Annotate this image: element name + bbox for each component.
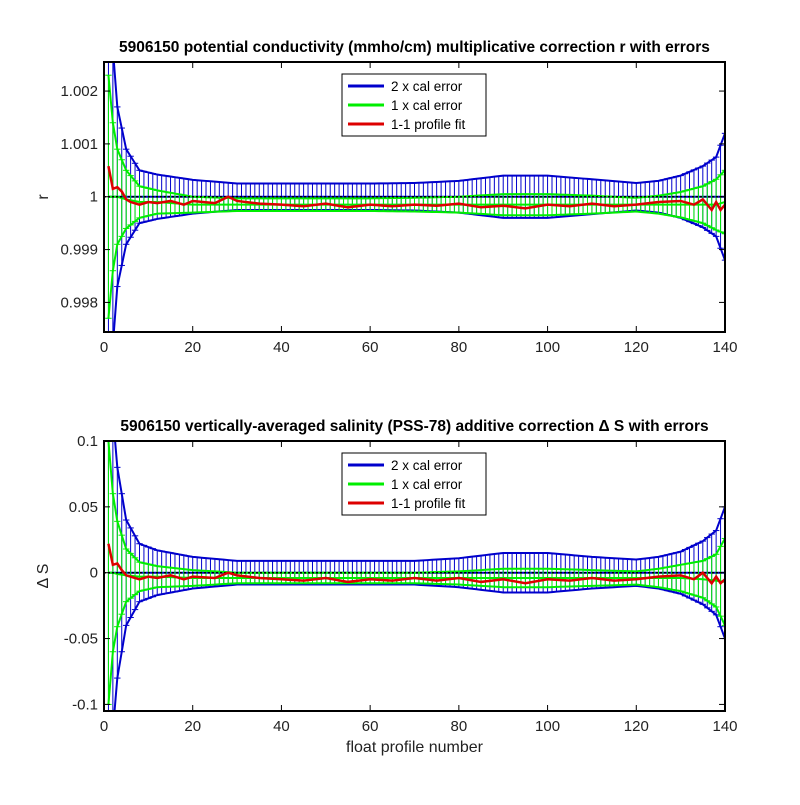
x-tick-label: 20 [184,339,201,356]
y-tick-label: 0.1 [77,433,98,450]
x-tick-label: 140 [712,718,737,735]
x-tick-label: 80 [451,718,468,735]
y-tick-label: 1.001 [60,136,98,153]
legend-label-one-cal-error: 1 x cal error [391,98,463,113]
legend-label-profile-fit: 1-1 profile fit [391,117,466,132]
y-tick-label: 0 [90,565,98,582]
y-tick-label: 1.002 [60,83,98,100]
x-tick-label: 60 [362,718,379,735]
legend: 2 x cal error 1 x cal error 1-1 profile fi… [341,452,487,516]
x-tick-label: 100 [535,718,560,735]
x-tick-label: 0 [100,339,108,356]
y-axis-label: Δ S [35,564,52,589]
legend-label-one-cal-error: 1 x cal error [391,477,463,492]
axes-box [103,440,726,712]
two-cal-error-lower-line [113,583,725,711]
chart-panel-1: 0 20 40 60 80 100 120 140 0.998 0.999 1 1.001 1.002 5… [35,39,738,356]
one-cal-error-upper-line [107,75,725,200]
y-axis-label: r [35,194,52,200]
x-tick-label: 40 [273,718,290,735]
one-cal-error-lower-line [107,210,725,319]
x-tick-label: 120 [624,339,649,356]
y-tick-label: 1 [90,189,98,206]
x-tick-label: 120 [624,718,649,735]
one-cal-error-lower-line [107,582,725,705]
legend: 2 x cal error 1 x cal error 1-1 profile fi… [341,73,487,137]
legend-label-two-cal-error: 2 x cal error [391,79,463,94]
x-tick-label: 140 [712,339,737,356]
chart-title: 5906150 potential conductivity (mmho/cm)… [119,39,710,56]
x-tick-label: 0 [100,718,108,735]
error-bars [105,62,725,332]
y-tick-label: 0.05 [69,499,98,516]
x-tick-label: 60 [362,339,379,356]
x-tick-label: 80 [451,339,468,356]
y-tick-label: -0.1 [72,696,98,713]
x-tick-label: 100 [535,339,560,356]
chart-panel-2: 0 20 40 60 80 100 120 140 -0.1 -0.05 0 0.05 0.1 59061… [35,418,738,756]
two-cal-error-upper-line [112,62,725,185]
legend-box [341,73,487,137]
legend-label-two-cal-error: 2 x cal error [391,458,463,473]
profile-fit-line [107,543,725,586]
two-cal-error-upper-line [114,441,725,562]
y-tick-label: 0.998 [60,294,98,311]
x-tick-label: 40 [273,339,290,356]
y-tick-label: 0.999 [60,242,98,259]
y-tick-label: -0.05 [64,631,98,648]
chart-title: 5906150 vertically-averaged salinity (PS… [120,418,708,435]
x-tick-label: 20 [184,718,201,735]
x-axis-label: float profile number [346,739,484,756]
profile-fit-line [107,165,725,213]
legend-label-profile-fit: 1-1 profile fit [391,496,466,511]
